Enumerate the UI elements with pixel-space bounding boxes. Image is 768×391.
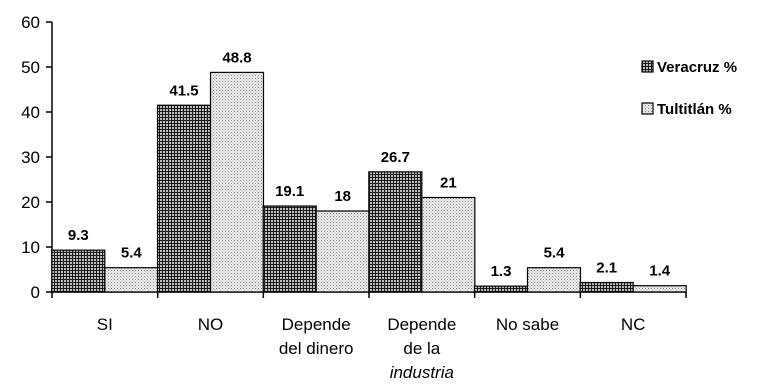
legend: Veracruz % Tultitlán %: [642, 59, 737, 118]
bar-tultitlan: [633, 286, 686, 292]
legend-swatch: [642, 61, 653, 72]
x-category-label: industria: [390, 363, 454, 382]
x-category-label: del dinero: [279, 339, 354, 358]
y-tick-label: 0: [31, 283, 40, 302]
bar-veracruz: [52, 250, 105, 292]
bar-veracruz: [158, 105, 211, 292]
bar-tultitlan: [105, 268, 158, 292]
data-label: 19.1: [275, 183, 304, 200]
data-label: 5.4: [121, 245, 143, 262]
bar-tultitlan: [528, 268, 581, 292]
y-tick-label: 10: [21, 238, 40, 257]
axes: 0 10 20 30 40 50 60 SI NO Depende del dinero Depend…: [21, 13, 686, 382]
bar-veracruz: [580, 283, 633, 292]
bar-veracruz: [369, 172, 422, 292]
data-label: 5.4: [544, 245, 566, 262]
legend-swatch: [642, 103, 653, 114]
x-category-label: de la: [403, 339, 440, 358]
data-label: 48.8: [222, 49, 251, 66]
data-label: 26.7: [381, 149, 410, 166]
data-label: 9.3: [68, 227, 89, 244]
y-tick-label: 60: [21, 13, 40, 32]
x-category-label: SI: [97, 315, 113, 334]
bar-veracruz: [475, 286, 528, 292]
bars: [52, 72, 686, 292]
x-category-label: NO: [198, 315, 224, 334]
legend-label: Tultitlán %: [657, 101, 732, 118]
data-label: 2.1: [596, 260, 617, 277]
x-category-label: Depende: [282, 315, 351, 334]
data-label: 1.3: [491, 263, 512, 280]
data-label: 1.4: [649, 263, 671, 280]
y-tick-label: 40: [21, 103, 40, 122]
data-label: 41.5: [169, 82, 198, 99]
x-category-label: NC: [621, 315, 646, 334]
y-tick-label: 20: [21, 193, 40, 212]
bar-tultitlan: [211, 72, 264, 292]
x-category-label: Depende: [387, 315, 456, 334]
data-label: 21: [440, 175, 457, 192]
y-tick-label: 30: [21, 148, 40, 167]
y-tick-label: 50: [21, 58, 40, 77]
legend-label: Veracruz %: [657, 59, 737, 76]
bar-tultitlan: [422, 198, 475, 293]
x-category-label: No sabe: [496, 315, 559, 334]
bar-tultitlan: [316, 211, 369, 292]
data-label: 18: [334, 188, 351, 205]
bar-veracruz: [263, 206, 316, 292]
